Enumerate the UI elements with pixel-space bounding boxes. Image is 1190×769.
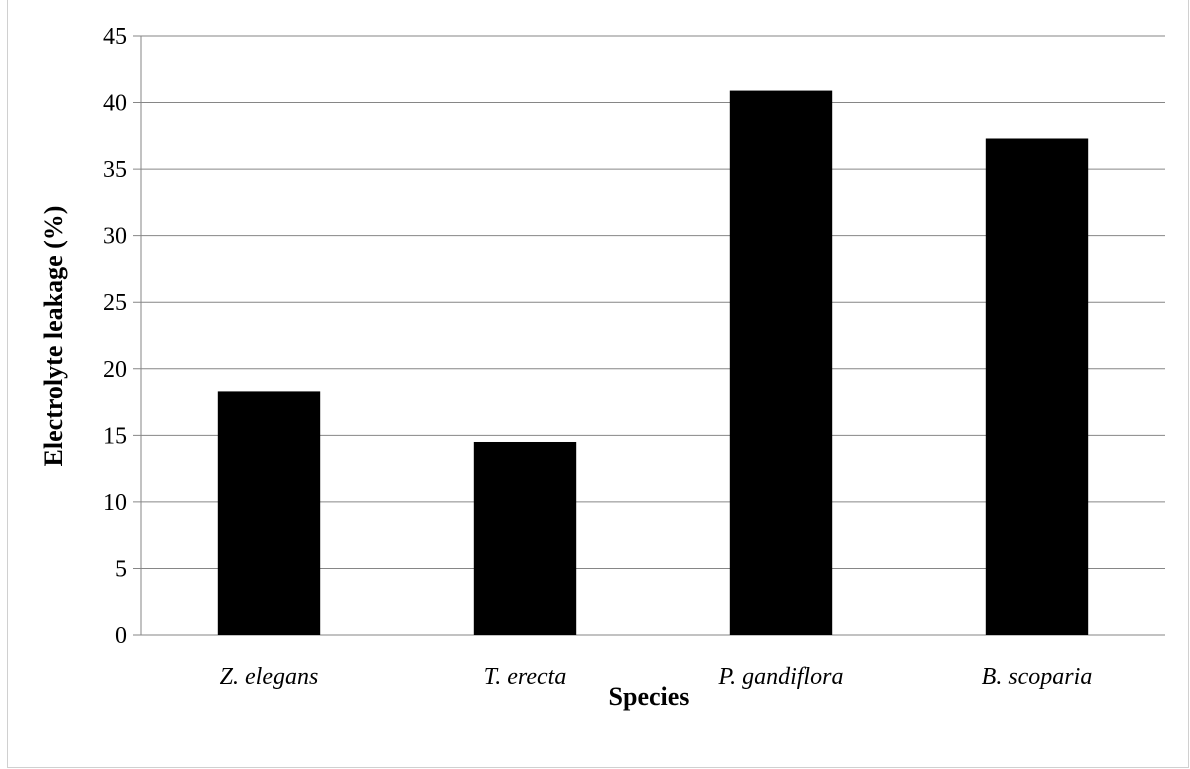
bar	[473, 441, 577, 635]
x-tick-label: B. scoparia	[982, 664, 1093, 690]
y-tick-label: 0	[115, 623, 127, 649]
x-axis-title: Species	[609, 682, 690, 711]
y-tick-label: 10	[103, 490, 127, 516]
y-tick-label: 30	[103, 224, 127, 250]
bar	[985, 138, 1089, 636]
x-tick-label: T. erecta	[484, 664, 567, 690]
x-tick-label: P. gandiflora	[718, 664, 844, 690]
bar	[729, 90, 833, 635]
x-category-labels: Z. elegans T. erecta P. gandiflora B. scopa…	[220, 664, 1093, 690]
bars	[217, 90, 1089, 636]
chart-frame	[7, 0, 1189, 768]
y-tick-label: 45	[103, 24, 127, 50]
y-tick-label: 25	[103, 290, 127, 316]
y-tick-label: 20	[103, 357, 127, 383]
y-tick-label: 40	[103, 91, 127, 117]
y-tick-label: 35	[103, 157, 127, 183]
y-tick-labels: 0 5 10 15 20 25 30 35 40 45	[103, 24, 127, 649]
y-tick-label: 5	[115, 556, 127, 582]
y-axis-title: Electrolyte leakage (%)	[39, 206, 68, 467]
bar	[217, 391, 321, 635]
x-tick-label: Z. elegans	[220, 664, 319, 690]
y-tick-label: 15	[103, 423, 127, 449]
